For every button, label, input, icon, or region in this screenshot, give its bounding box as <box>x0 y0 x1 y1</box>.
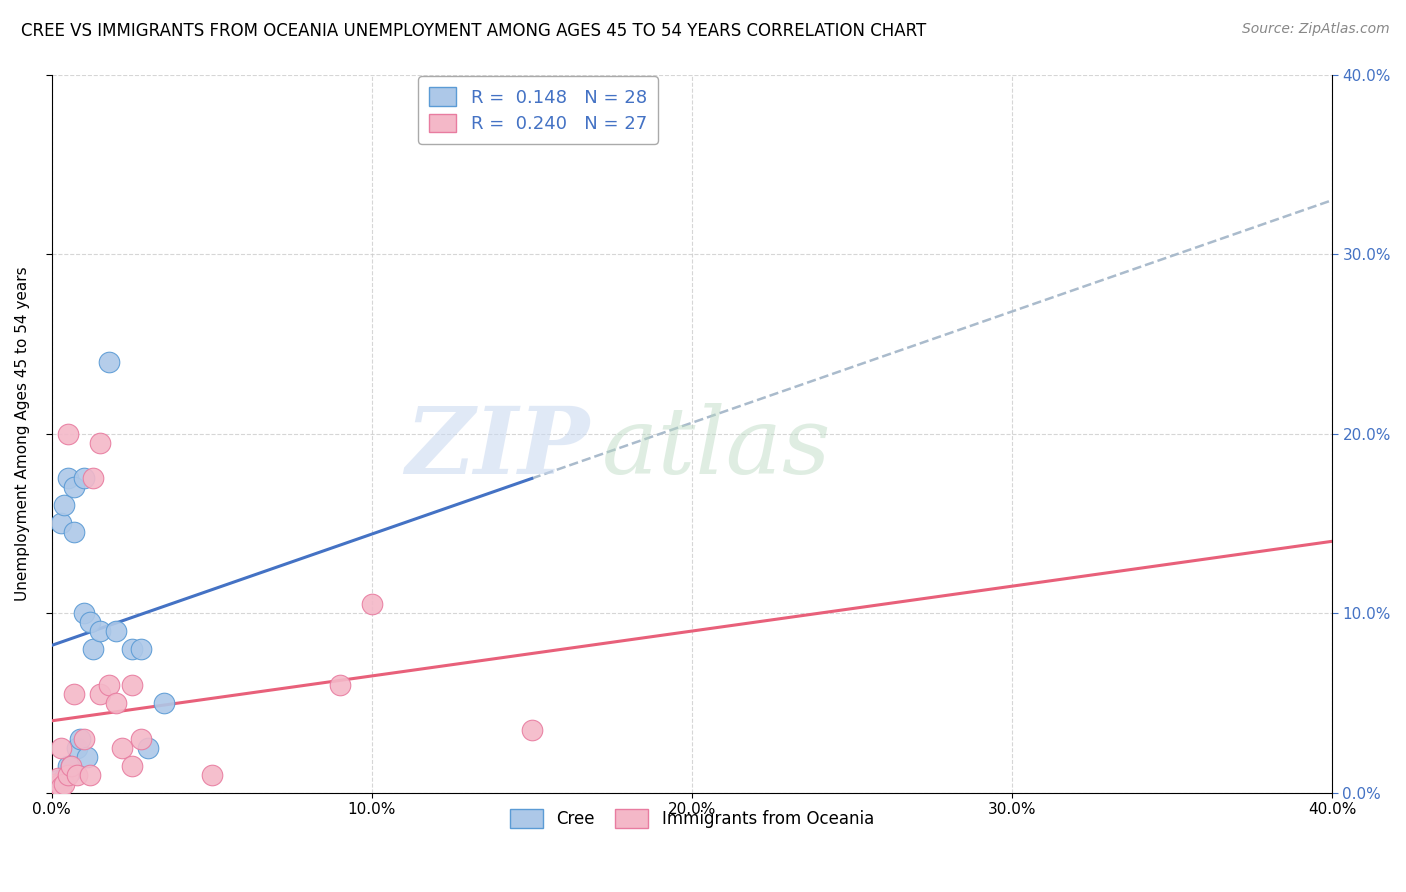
Point <box>63 687 86 701</box>
Point <box>89 435 111 450</box>
Text: ZIP: ZIP <box>405 403 589 493</box>
Point <box>520 723 543 737</box>
Text: CREE VS IMMIGRANTS FROM OCEANIA UNEMPLOYMENT AMONG AGES 45 TO 54 YEARS CORRELATI: CREE VS IMMIGRANTS FROM OCEANIA UNEMPLOY… <box>21 22 927 40</box>
Point <box>63 525 86 540</box>
Point <box>53 772 76 786</box>
Point <box>89 687 111 701</box>
Text: Source: ZipAtlas.com: Source: ZipAtlas.com <box>1241 22 1389 37</box>
Point <box>56 426 79 441</box>
Point <box>44 777 66 791</box>
Point <box>152 696 174 710</box>
Point <box>82 642 104 657</box>
Point <box>63 480 86 494</box>
Point <box>98 678 121 692</box>
Point <box>59 758 82 772</box>
Point <box>121 678 143 692</box>
Point <box>66 740 89 755</box>
Point <box>72 606 94 620</box>
Point <box>72 471 94 485</box>
Point <box>129 642 152 657</box>
Point <box>44 780 66 795</box>
Point <box>56 758 79 772</box>
Point <box>59 758 82 772</box>
Point <box>53 777 76 791</box>
Point <box>98 355 121 369</box>
Point <box>121 642 143 657</box>
Text: atlas: atlas <box>602 403 832 493</box>
Point <box>46 779 69 793</box>
Point <box>72 731 94 746</box>
Legend: Cree, Immigrants from Oceania: Cree, Immigrants from Oceania <box>503 802 880 835</box>
Point <box>56 767 79 781</box>
Point <box>49 780 72 795</box>
Point <box>104 624 127 638</box>
Point <box>79 615 101 629</box>
Point <box>329 678 352 692</box>
Point <box>44 777 66 791</box>
Point <box>136 740 159 755</box>
Point <box>53 499 76 513</box>
Point <box>104 696 127 710</box>
Point <box>129 731 152 746</box>
Point <box>76 749 98 764</box>
Point <box>89 624 111 638</box>
Point <box>46 773 69 788</box>
Point <box>69 731 91 746</box>
Point <box>56 471 79 485</box>
Point <box>66 767 89 781</box>
Point <box>49 775 72 789</box>
Point <box>59 764 82 778</box>
Point <box>121 758 143 772</box>
Point <box>82 471 104 485</box>
Point <box>46 772 69 786</box>
Point <box>46 779 69 793</box>
Point <box>49 516 72 531</box>
Point <box>49 740 72 755</box>
Point <box>44 780 66 795</box>
Point <box>111 740 134 755</box>
Point <box>79 767 101 781</box>
Point <box>200 767 222 781</box>
Point <box>360 597 382 611</box>
Y-axis label: Unemployment Among Ages 45 to 54 years: Unemployment Among Ages 45 to 54 years <box>15 267 30 601</box>
